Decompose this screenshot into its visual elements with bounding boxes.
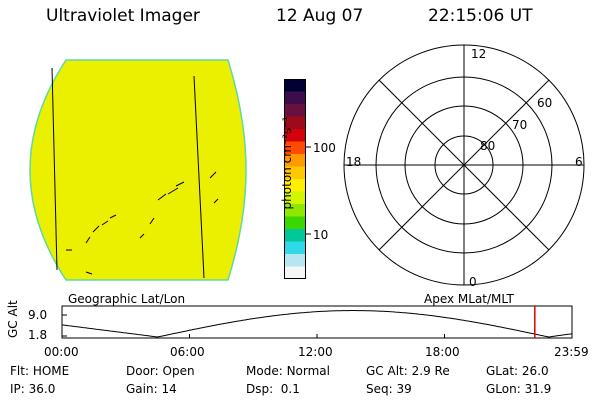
- geo-panel-label: Geographic Lat/Lon: [68, 292, 186, 306]
- info-dsp: Dsp: 0.1: [246, 382, 300, 396]
- lat-label-60: 60: [537, 96, 553, 110]
- meridian-line: [193, 75, 205, 279]
- altitude-ytick-9: 9.0: [28, 308, 48, 322]
- colorbar-segment: [284, 116, 306, 130]
- mlt-label-0: 0: [469, 275, 477, 289]
- altitude-ytick-1-8: 1.8: [28, 328, 48, 342]
- title: Ultraviolet Imager: [46, 6, 200, 26]
- colorbar-segment: [284, 141, 306, 155]
- colorbar-segment: [284, 254, 306, 267]
- mlt-label-18: 18: [346, 155, 362, 169]
- colorbar-segment: [284, 179, 306, 192]
- altitude-xtick: 23:59: [554, 345, 589, 359]
- uv-image-disk: [29, 59, 247, 281]
- colorbar-segment: [284, 91, 306, 105]
- info-seq: Seq: 39: [366, 382, 412, 396]
- colorbar-tick-10: 10: [313, 228, 329, 242]
- altitude-plot-frame: [61, 305, 573, 339]
- info-glat: GLat: 26.0: [486, 364, 549, 378]
- polar-diagonal: [378, 79, 550, 251]
- colorbar-segment: [284, 241, 306, 255]
- colorbar-segment: [284, 166, 306, 180]
- altitude-xtick: 06:00: [170, 345, 205, 359]
- colorbar-frame: [284, 79, 306, 279]
- info-mode: Mode: Normal: [246, 364, 330, 378]
- altitude-ylabel: GC Alt: [6, 300, 20, 338]
- colorbar-segment: [284, 154, 306, 167]
- colorbar: [284, 79, 311, 280]
- colorbar-segment: [284, 191, 306, 205]
- mlt-label-12: 12: [471, 47, 487, 61]
- meridian-line: [51, 67, 58, 271]
- colorbar-segment: [284, 266, 306, 280]
- altitude-xtick: 00:00: [44, 345, 79, 359]
- colorbar-segment: [284, 79, 306, 92]
- info-gc-alt: GC Alt: 2.9 Re: [366, 364, 450, 378]
- colorbar-segment: [284, 129, 306, 142]
- colorbar-segment: [284, 104, 306, 117]
- polar-panel-label: Apex MLat/MLT: [424, 292, 514, 306]
- info-door: Door: Open: [126, 364, 195, 378]
- time: 22:15:06 UT: [428, 6, 533, 26]
- info-glon: GLon: 31.9: [486, 382, 552, 396]
- altitude-curve: [61, 310, 573, 338]
- colorbar-segment: [284, 229, 306, 242]
- colorbar-segment: [284, 216, 306, 230]
- colorbar-segment: [284, 204, 306, 217]
- lat-label-70: 70: [512, 118, 528, 132]
- info-flt: Flt: HOME: [10, 364, 70, 378]
- coastline-traces: [51, 67, 219, 279]
- mlt-label-6: 6: [575, 155, 583, 169]
- altitude-xtick: 12:00: [298, 345, 333, 359]
- altitude-xtick: 18:00: [425, 345, 460, 359]
- colorbar-tick-100: 100: [313, 141, 336, 155]
- lat-label-80: 80: [480, 139, 496, 153]
- info-ip: IP: 36.0: [10, 382, 56, 396]
- info-gain: Gain: 14: [126, 382, 177, 396]
- date: 12 Aug 07: [276, 6, 364, 26]
